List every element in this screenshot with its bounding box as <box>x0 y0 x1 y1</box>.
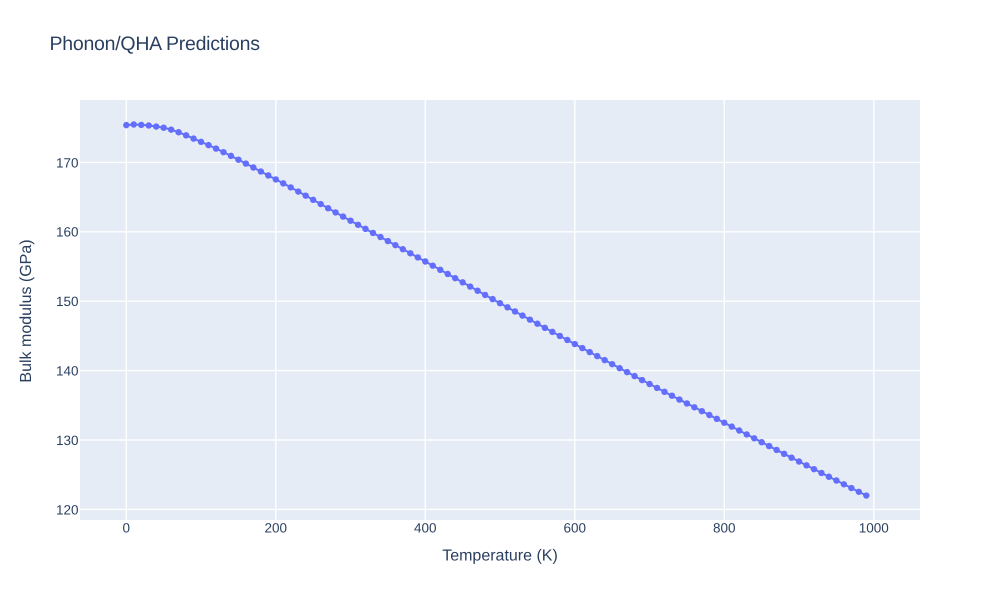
svg-text:150: 150 <box>56 294 79 309</box>
svg-text:200: 200 <box>265 521 288 536</box>
svg-text:Phonon/QHA Predictions: Phonon/QHA Predictions <box>50 33 261 55</box>
svg-text:120: 120 <box>56 502 79 517</box>
svg-text:600: 600 <box>564 521 587 536</box>
svg-text:140: 140 <box>56 364 79 379</box>
svg-text:400: 400 <box>414 521 437 536</box>
svg-text:130: 130 <box>56 433 79 448</box>
svg-text:160: 160 <box>56 225 79 240</box>
svg-text:Temperature (K): Temperature (K) <box>442 548 558 565</box>
svg-text:0: 0 <box>123 521 131 536</box>
svg-text:170: 170 <box>56 155 79 170</box>
svg-text:Bulk modulus (GPa): Bulk modulus (GPa) <box>18 239 35 382</box>
svg-text:800: 800 <box>713 521 736 536</box>
svg-text:1000: 1000 <box>859 521 889 536</box>
